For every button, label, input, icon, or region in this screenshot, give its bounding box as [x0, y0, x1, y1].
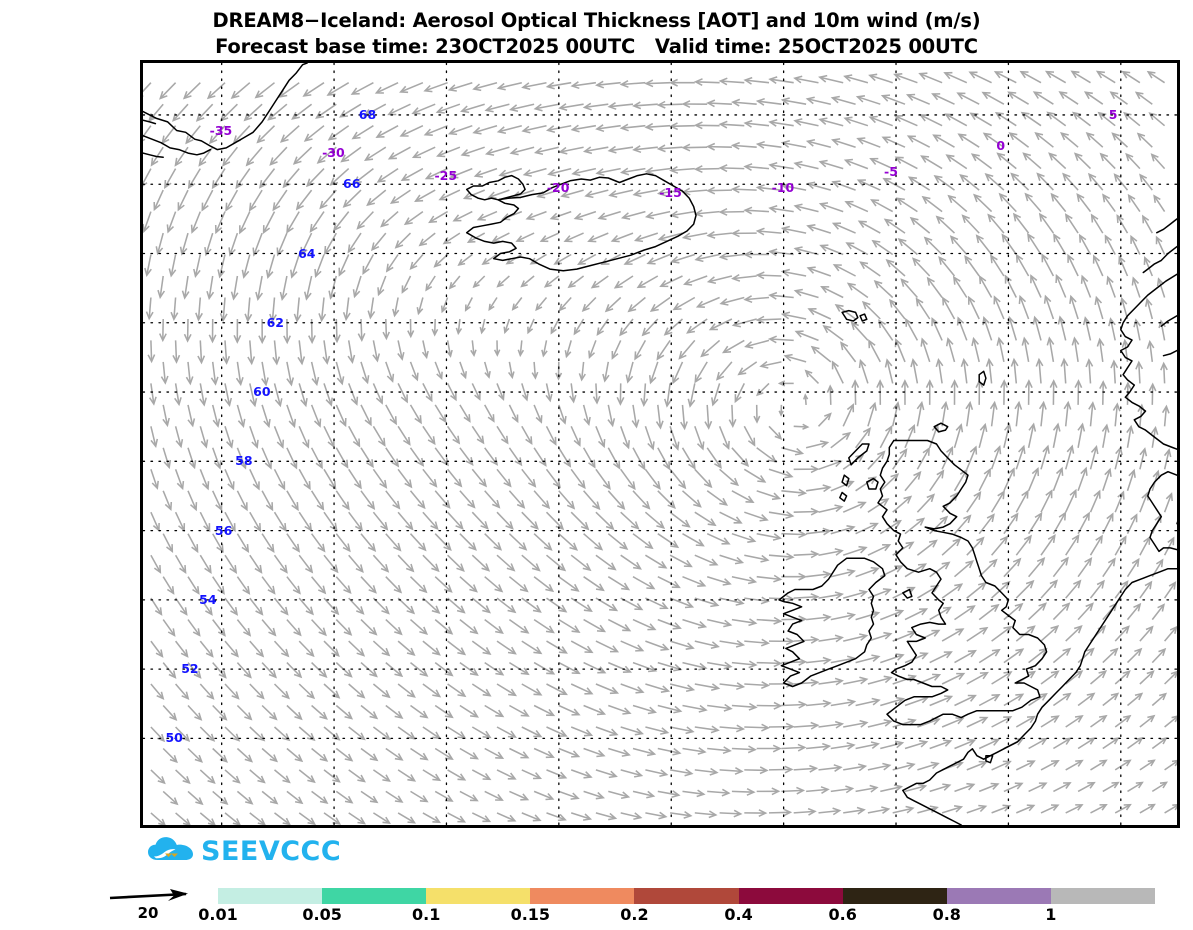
wind-reference-value: 20 — [137, 904, 159, 922]
page-title: DREAM8−Iceland: Aerosol Optical Thicknes… — [0, 8, 1193, 59]
colorbar-tick-label: 0.2 — [620, 905, 649, 924]
colorbar-segment — [738, 888, 843, 904]
colorbar-segment — [218, 888, 323, 904]
colorbar-segment — [842, 888, 947, 904]
colorbar-segment — [1050, 888, 1155, 904]
wind-vectors — [143, 70, 1177, 825]
colorbar-tick-label: 0.05 — [302, 905, 342, 924]
colorbar-tick-label: 0.6 — [828, 905, 857, 924]
colorbar-tick-label: 0.4 — [724, 905, 753, 924]
colorbar-segment — [530, 888, 635, 904]
colorbar-tick-label: 0.01 — [198, 905, 238, 924]
map-canvas — [143, 63, 1177, 825]
colorbar-segment — [322, 888, 427, 904]
logo-text: SEEVCCC — [201, 835, 342, 867]
aot-colorbar[interactable] — [218, 888, 1155, 904]
seevccc-logo: SEEVCCC — [148, 836, 341, 866]
colorbar-tick-label: 0.8 — [932, 905, 961, 924]
colorbar-tick-label: 0.15 — [510, 905, 551, 924]
title-line-times: Forecast base time: 23OCT2025 00UTC Vali… — [215, 34, 978, 58]
colorbar-segment — [946, 888, 1051, 904]
colorbar-segment — [426, 888, 531, 904]
coastlines — [143, 63, 1177, 825]
map-plot-area[interactable]: 68 66 64 62 60 58 56 54 52 50 -35 -30 -25 -20 -15 -10 -5… — [140, 60, 1180, 828]
title-line-variable: DREAM8−Iceland: Aerosol Optical Thicknes… — [212, 9, 981, 32]
colorbar-tick-label: 1 — [1045, 905, 1057, 924]
colorbar-tick-label: 0.1 — [412, 905, 441, 924]
wind-reference-arrow — [109, 889, 188, 901]
aot-colorbar-labels: 0.01 0.05 0.1 0.15 0.2 0.4 0.6 0.8 1 — [198, 905, 1155, 929]
cloud-icon — [148, 837, 193, 860]
graticule — [143, 63, 1177, 825]
colorbar-segment — [634, 888, 739, 904]
